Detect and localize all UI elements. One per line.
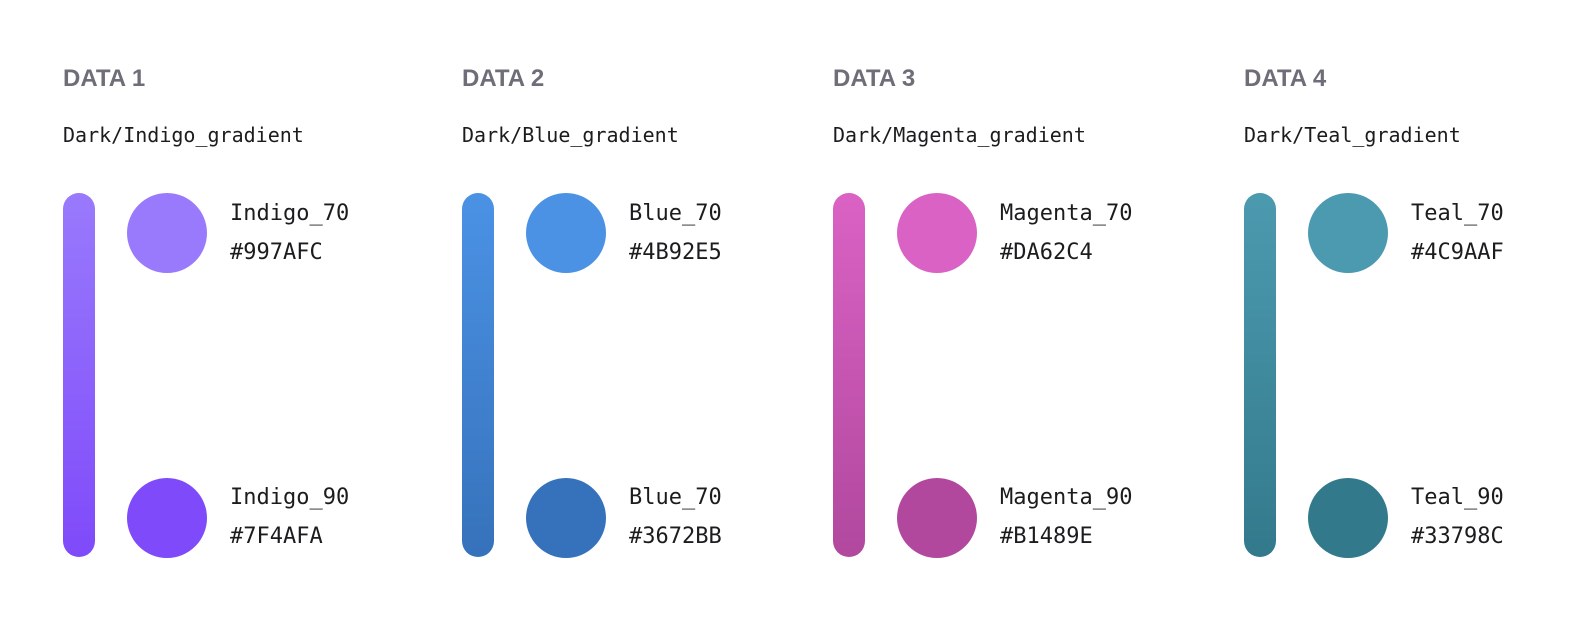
top-color-name: Magenta_70 xyxy=(1000,201,1133,226)
bottom-color-swatch xyxy=(526,478,606,558)
gradient-bar xyxy=(1244,193,1276,557)
top-color-name: Indigo_70 xyxy=(230,201,350,226)
group-title: DATA 4 xyxy=(1244,65,1327,92)
group-title: DATA 3 xyxy=(833,65,916,92)
group-title: DATA 1 xyxy=(63,65,146,92)
group-title: DATA 2 xyxy=(462,65,545,92)
bottom-color-hex: #B1489E xyxy=(1000,524,1093,549)
bottom-color-name: Indigo_90 xyxy=(230,485,350,510)
gradient-name: Dark/Teal_gradient xyxy=(1244,123,1461,147)
top-color-hex: #4B92E5 xyxy=(629,240,722,265)
bottom-color-name: Teal_90 xyxy=(1411,485,1504,510)
bottom-color-hex: #33798C xyxy=(1411,524,1504,549)
top-color-hex: #4C9AAF xyxy=(1411,240,1504,265)
bottom-color-hex: #7F4AFA xyxy=(230,524,323,549)
top-color-swatch xyxy=(526,193,606,273)
bottom-color-hex: #3672BB xyxy=(629,524,722,549)
bottom-color-name: Blue_70 xyxy=(629,485,722,510)
bottom-color-name: Magenta_90 xyxy=(1000,485,1133,510)
bottom-color-swatch xyxy=(1308,478,1388,558)
gradient-bar xyxy=(833,193,865,557)
bottom-color-swatch xyxy=(897,478,977,558)
gradient-bar xyxy=(63,193,95,557)
top-color-name: Blue_70 xyxy=(629,201,722,226)
top-color-hex: #997AFC xyxy=(230,240,323,265)
gradient-bar xyxy=(462,193,494,557)
top-color-swatch xyxy=(897,193,977,273)
gradient-name: Dark/Blue_gradient xyxy=(462,123,679,147)
top-color-name: Teal_70 xyxy=(1411,201,1504,226)
top-color-hex: #DA62C4 xyxy=(1000,240,1093,265)
top-color-swatch xyxy=(127,193,207,273)
top-color-swatch xyxy=(1308,193,1388,273)
gradient-name: Dark/Indigo_gradient xyxy=(63,123,304,147)
bottom-color-swatch xyxy=(127,478,207,558)
gradient-name: Dark/Magenta_gradient xyxy=(833,123,1086,147)
